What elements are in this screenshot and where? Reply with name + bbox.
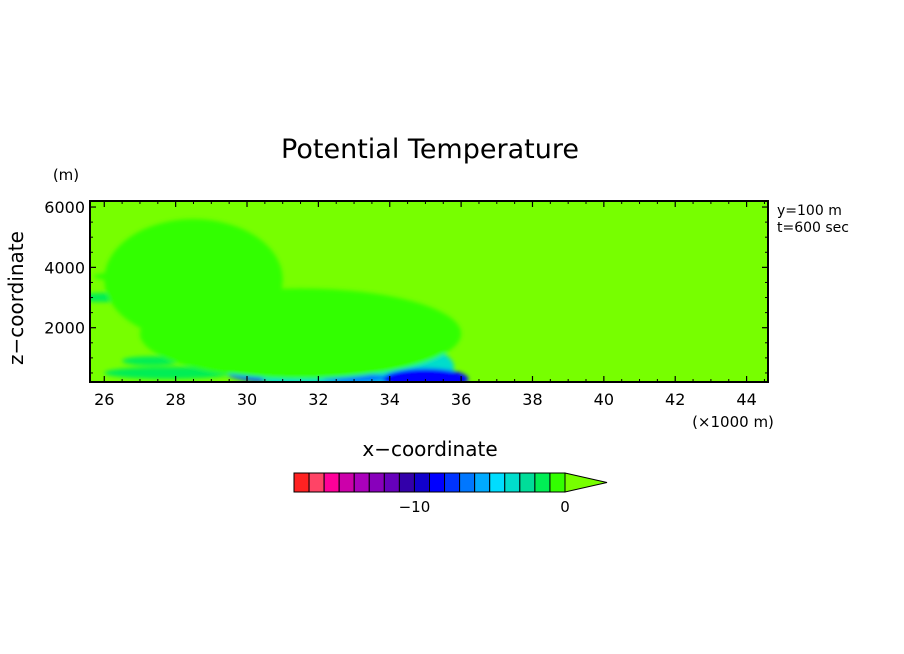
y-tick-label: 2000	[44, 319, 85, 338]
x-tick-label: 42	[665, 390, 685, 409]
colorbar-cell	[293, 472, 310, 493]
plot-frame	[89, 200, 769, 383]
colorbar-cell	[368, 472, 385, 493]
x-unit-label: (×1000 m)	[692, 413, 774, 431]
colorbar-cell	[474, 472, 491, 493]
annotation-y-position: y=100 m	[777, 203, 842, 219]
colorbar-cell	[549, 472, 566, 493]
chart-title: Potential Temperature	[281, 134, 579, 165]
x-tick-label: 44	[736, 390, 756, 409]
annotation-time: t=600 sec	[777, 220, 849, 236]
colorbar-cell	[429, 472, 446, 493]
x-axis-label: x−coordinate	[362, 437, 497, 461]
colorbar-cell	[444, 472, 461, 493]
colorbar-cell	[398, 472, 415, 493]
colorbar: −10 0	[293, 472, 608, 516]
field-feature-7	[382, 368, 469, 382]
x-tick-label: 28	[165, 390, 185, 409]
x-tick-label: 32	[308, 390, 328, 409]
colorbar-cell	[338, 472, 355, 493]
x-tick-label: 36	[451, 390, 471, 409]
field-feature-9	[122, 356, 180, 366]
field-feature-13	[139, 288, 462, 379]
colorbar-cell	[353, 472, 370, 493]
colorbar-cell	[413, 472, 431, 493]
x-tick-label: 30	[237, 390, 257, 409]
colorbar-cell	[489, 472, 506, 493]
colorbar-cell	[519, 472, 536, 493]
y-tick-label: 6000	[44, 198, 85, 217]
y-unit-label: (m)	[53, 166, 79, 184]
colorbar-cell	[534, 472, 551, 493]
x-tick-label: 40	[594, 390, 614, 409]
colorbar-label: −10	[399, 498, 431, 516]
colorbar-cell	[504, 472, 521, 493]
colorbar-extend-arrow	[564, 472, 608, 493]
x-tick-label: 38	[522, 390, 542, 409]
x-tick-label: 26	[94, 390, 114, 409]
x-tick-label: 34	[380, 390, 400, 409]
colorbar-cell	[459, 472, 476, 493]
colorbar-label: 0	[560, 498, 570, 516]
field-feature-8	[104, 366, 233, 379]
colorbar-cell	[323, 472, 340, 493]
y-axis-label: z−coordinate	[4, 231, 28, 365]
colorbar-cell	[308, 472, 325, 493]
colorbar-cell	[383, 472, 400, 493]
y-tick-label: 4000	[44, 258, 85, 277]
